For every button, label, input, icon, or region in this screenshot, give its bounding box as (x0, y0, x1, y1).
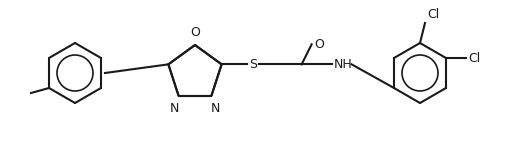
Text: O: O (190, 26, 200, 39)
Text: N: N (170, 102, 179, 115)
Text: NH: NH (333, 58, 352, 71)
Text: Cl: Cl (468, 52, 480, 65)
Text: N: N (211, 102, 220, 115)
Text: S: S (249, 58, 256, 71)
Text: Cl: Cl (427, 8, 439, 21)
Text: O: O (314, 38, 325, 51)
